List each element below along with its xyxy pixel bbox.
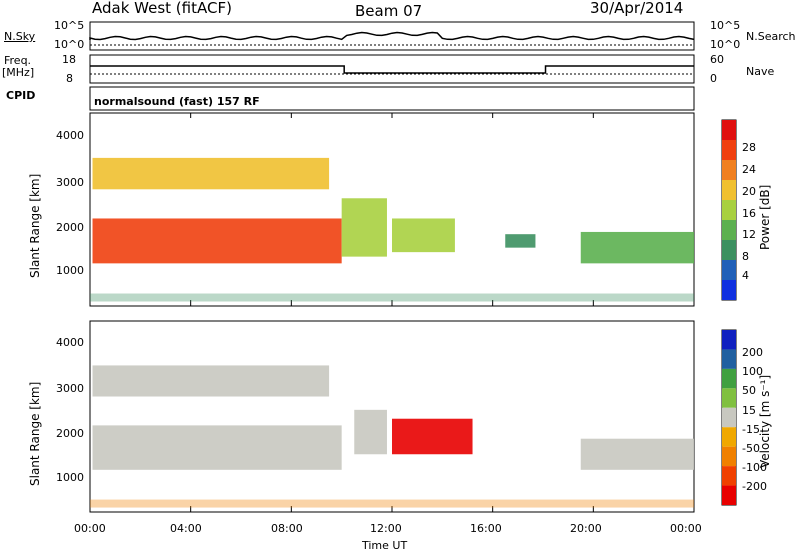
power-ytick-2000: 2000 <box>56 221 84 234</box>
power-panel-frame <box>89 112 695 307</box>
velocity-ytick-3000: 3000 <box>56 382 84 395</box>
cpid-panel-frame <box>89 86 695 111</box>
nsky-tick-bottom: 10^0 <box>54 38 85 51</box>
power-cbar-tick-20: 20 <box>742 185 756 198</box>
velocity-cbar-tick-15: 15 <box>742 404 756 417</box>
beam-title: Beam 07 <box>355 2 423 20</box>
freq-tick-top: 18 <box>62 53 76 66</box>
power-colorbar-swatch <box>722 160 736 180</box>
xtick-2000: 20:00 <box>570 522 602 535</box>
power-region-4 <box>505 234 536 248</box>
plot-marks <box>90 120 736 508</box>
velocity-cbar-tick-m100: -100 <box>742 461 767 474</box>
velocity-colorbar-swatch <box>722 368 736 389</box>
velocity-colorbar-swatch <box>722 407 736 428</box>
xtick-0400: 04:00 <box>170 522 202 535</box>
power-region-0 <box>92 218 342 264</box>
power-region-3 <box>92 157 330 190</box>
xaxis-label: Time UT <box>362 539 408 552</box>
power-colorbar-swatch <box>722 120 736 140</box>
nsky-trace <box>89 31 695 41</box>
velocity-cbar-tick-50: 50 <box>742 384 756 397</box>
velocity-colorbar-swatch <box>722 330 736 350</box>
xtick-0000: 00:00 <box>74 522 106 535</box>
power-colorbar-label: Power [dB] <box>758 184 772 250</box>
velocity-colorbar-swatch <box>722 485 736 505</box>
velocity-region-2 <box>354 409 387 455</box>
velocity-colorbar-swatch <box>722 388 736 408</box>
nave-tick-bottom: 0 <box>710 72 717 85</box>
power-colorbar-swatch <box>722 240 736 260</box>
power-colorbar-swatch <box>722 280 736 300</box>
power-near-range-clutter <box>90 293 694 302</box>
velocity-ytick-1000: 1000 <box>56 471 84 484</box>
power-cbar-tick-4: 4 <box>742 269 749 282</box>
nsearch-tick-top: 10^5 <box>710 19 741 32</box>
xtick-1200: 12:00 <box>370 522 402 535</box>
nave-label: Nave <box>746 65 775 78</box>
velocity-ytick-4000: 4000 <box>56 336 84 349</box>
radar-title: Adak West (fitACF) <box>92 0 232 17</box>
velocity-colorbar-swatch <box>722 427 736 447</box>
power-cbar-tick-16: 16 <box>742 207 756 220</box>
velocity-near-range-clutter <box>90 499 694 508</box>
xtick-2400: 00:00 <box>670 522 702 535</box>
power-region-1 <box>341 198 387 257</box>
freq-label: Freq. <box>4 54 32 67</box>
nsearch-label: N.Search <box>746 30 796 43</box>
velocity-region-3 <box>392 418 473 455</box>
velocity-cbar-tick-200: 200 <box>742 346 763 359</box>
freq-panel-frame <box>89 54 695 84</box>
freq-trace <box>90 65 694 74</box>
date-title: 30/Apr/2014 <box>590 0 684 17</box>
velocity-region-0 <box>92 425 342 470</box>
velocity-colorbar-swatch <box>722 446 736 467</box>
power-colorbar-swatch <box>722 140 736 160</box>
power-cbar-tick-24: 24 <box>742 163 756 176</box>
freq-unit: [MHz] <box>2 66 35 79</box>
nave-tick-top: 60 <box>710 53 724 66</box>
velocity-region-4 <box>580 438 694 470</box>
cpid-value: normalsound (fast) 157 RF <box>94 95 260 108</box>
velocity-cbar-tick-100: 100 <box>742 365 763 378</box>
panel-frames <box>89 21 737 513</box>
velocity-cbar-tick-m15: -15 <box>742 423 760 436</box>
power-colorbar-swatch <box>722 200 736 220</box>
power-region-2 <box>392 218 455 253</box>
power-cbar-tick-12: 12 <box>742 228 756 241</box>
power-cbar-tick-8: 8 <box>742 250 749 263</box>
xtick-0800: 08:00 <box>271 522 303 535</box>
power-ytick-3000: 3000 <box>56 176 84 189</box>
xtick-1600: 16:00 <box>470 522 502 535</box>
velocity-cbar-tick-m50: -50 <box>742 442 760 455</box>
power-colorbar-swatch <box>722 220 736 240</box>
cpid-label: CPID <box>6 89 36 102</box>
power-cbar-tick-28: 28 <box>742 141 756 154</box>
power-ytick-1000: 1000 <box>56 264 84 277</box>
velocity-colorbar-swatch <box>722 466 736 486</box>
power-ylabel: Slant Range [km] <box>28 173 42 278</box>
velocity-ytick-2000: 2000 <box>56 427 84 440</box>
velocity-cbar-tick-m200: -200 <box>742 480 767 493</box>
nsky-tick-top: 10^5 <box>54 19 85 32</box>
power-region-5 <box>580 231 694 264</box>
power-colorbar-swatch <box>722 180 736 200</box>
power-colorbar-swatch <box>722 260 736 280</box>
velocity-colorbar-label: Velocity [m s⁻¹] <box>758 374 772 468</box>
nsearch-tick-bottom: 10^0 <box>710 38 741 51</box>
nsky-label: N.Sky <box>4 30 36 43</box>
nsky-panel-frame <box>89 21 695 51</box>
velocity-colorbar-swatch <box>722 349 736 369</box>
velocity-panel-frame <box>89 320 695 513</box>
freq-tick-bottom: 8 <box>66 72 73 85</box>
velocity-ylabel: Slant Range [km] <box>28 381 42 486</box>
power-ytick-4000: 4000 <box>56 129 84 142</box>
velocity-region-1 <box>92 365 330 397</box>
